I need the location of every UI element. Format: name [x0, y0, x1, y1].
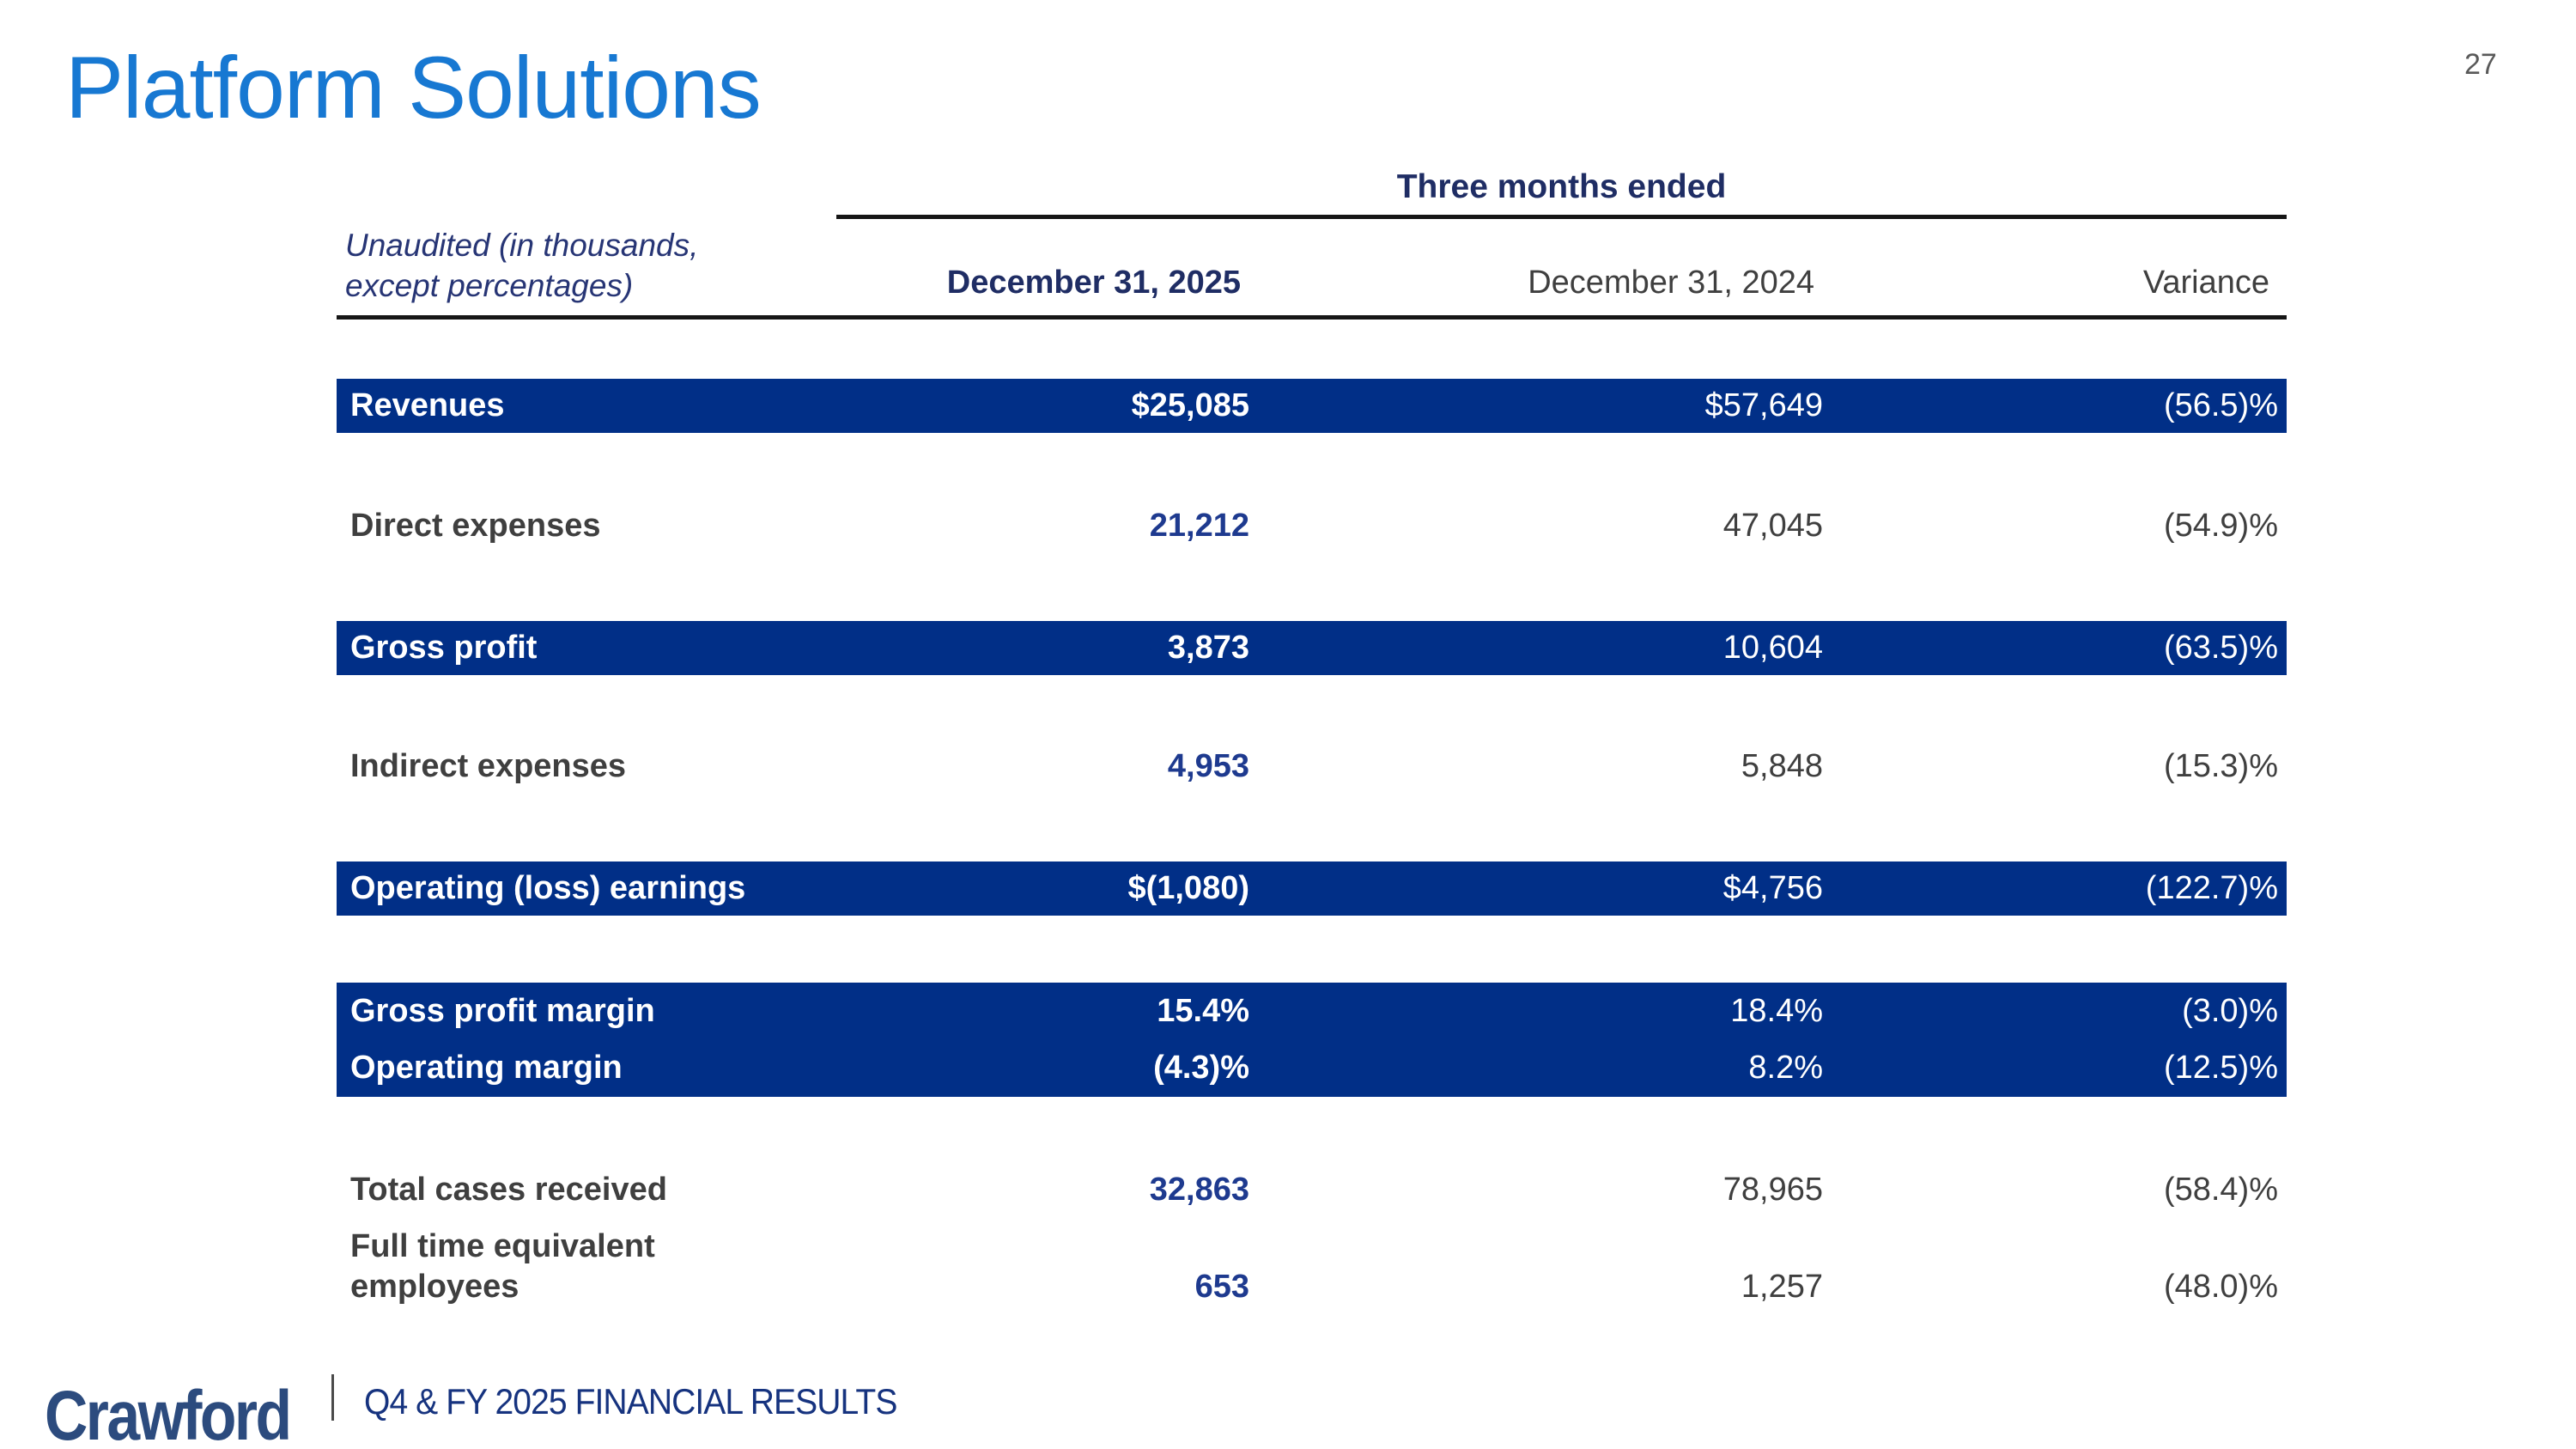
- value-variance: (122.7)%: [2145, 870, 2278, 906]
- value-2024: $57,649: [1704, 387, 1823, 423]
- table-row-full-time-equivalent-employees: Full time equivalent employees 653 1,257…: [337, 1221, 2287, 1307]
- unaudited-note-line2: except percentages): [345, 268, 634, 303]
- row-label: Operating (loss) earnings: [350, 870, 746, 906]
- value-2024: 8.2%: [1748, 1049, 1823, 1086]
- value-2025: 4,953: [1167, 748, 1249, 784]
- value-2025: $25,085: [1131, 387, 1249, 423]
- unaudited-note: Unaudited (in thousands, except percenta…: [345, 225, 698, 306]
- value-2025: (4.3)%: [1153, 1049, 1249, 1086]
- header-rule-top: [836, 215, 2287, 219]
- value-variance: (3.0)%: [2182, 992, 2278, 1029]
- row-label-line1: Full time equivalent: [350, 1228, 655, 1264]
- page-title: Platform Solutions: [65, 39, 762, 137]
- footer-caption: Q4 & FY 2025 FINANCIAL RESULTS: [364, 1381, 897, 1422]
- row-label: Revenues: [350, 387, 505, 423]
- table-row-indirect-expenses: Indirect expenses 4,953 5,848 (15.3)%: [337, 740, 2287, 794]
- value-2025: 3,873: [1167, 630, 1249, 666]
- row-label: Indirect expenses: [350, 748, 627, 784]
- value-2025: 653: [1194, 1269, 1249, 1305]
- footer-divider: [331, 1374, 334, 1421]
- value-2024: $4,756: [1722, 870, 1823, 906]
- value-variance: (63.5)%: [2163, 630, 2278, 666]
- value-2024: 5,848: [1741, 748, 1823, 784]
- row-label: Total cases received: [350, 1172, 667, 1208]
- row-label: Direct expenses: [350, 508, 601, 544]
- table-row-operating-loss-earnings: Operating (loss) earnings $(1,080) $4,75…: [337, 861, 2287, 916]
- value-2024: 47,045: [1722, 508, 1823, 544]
- table-row-total-cases-received: Total cases received 32,863 78,965 (58.4…: [337, 1163, 2287, 1217]
- table-row-direct-expenses: Direct expenses 21,212 47,045 (54.9)%: [337, 499, 2287, 553]
- value-2024: 78,965: [1722, 1172, 1823, 1208]
- value-variance: (48.0)%: [2163, 1269, 2278, 1305]
- row-label: Full time equivalent employees: [337, 1227, 841, 1307]
- value-2024: 1,257: [1741, 1269, 1823, 1305]
- column-header-dec-2024: December 31, 2024: [1528, 265, 1814, 301]
- crawford-logo: Crawford: [45, 1377, 292, 1449]
- value-2025: $(1,080): [1127, 870, 1249, 906]
- page-number: 27: [2464, 48, 2497, 81]
- value-variance: (54.9)%: [2163, 508, 2278, 544]
- value-variance: (12.5)%: [2163, 1049, 2278, 1086]
- value-2024: 18.4%: [1730, 992, 1823, 1029]
- value-2025: 32,863: [1149, 1172, 1249, 1208]
- row-label-line2: employees: [350, 1269, 519, 1305]
- column-header-variance: Variance: [2142, 265, 2269, 301]
- row-label: Operating margin: [350, 1049, 623, 1086]
- value-variance: (58.4)%: [2163, 1172, 2278, 1208]
- unaudited-note-line1: Unaudited (in thousands,: [345, 228, 699, 263]
- value-2025: 15.4%: [1157, 992, 1249, 1029]
- header-rule-bottom: [337, 315, 2287, 320]
- value-2025: 21,212: [1149, 508, 1249, 544]
- table-group-header: Three months ended: [1396, 168, 1727, 205]
- table-row-gross-profit: Gross profit 3,873 10,604 (63.5)%: [337, 621, 2287, 675]
- table-row-gross-profit-margin: Gross profit margin 15.4% 18.4% (3.0)%: [337, 983, 2287, 1039]
- row-label: Gross profit margin: [350, 992, 655, 1029]
- row-label: Gross profit: [350, 630, 538, 666]
- column-header-dec-2025: December 31, 2025: [946, 265, 1241, 301]
- value-2024: 10,604: [1722, 630, 1823, 666]
- margins-block: Gross profit margin 15.4% 18.4% (3.0)% O…: [337, 983, 2287, 1097]
- table-row-revenues: Revenues $25,085 $57,649 (56.5)%: [337, 379, 2287, 433]
- table-row-operating-margin: Operating margin (4.3)% 8.2% (12.5)%: [337, 1039, 2287, 1096]
- value-variance: (56.5)%: [2163, 387, 2278, 423]
- value-variance: (15.3)%: [2163, 748, 2278, 784]
